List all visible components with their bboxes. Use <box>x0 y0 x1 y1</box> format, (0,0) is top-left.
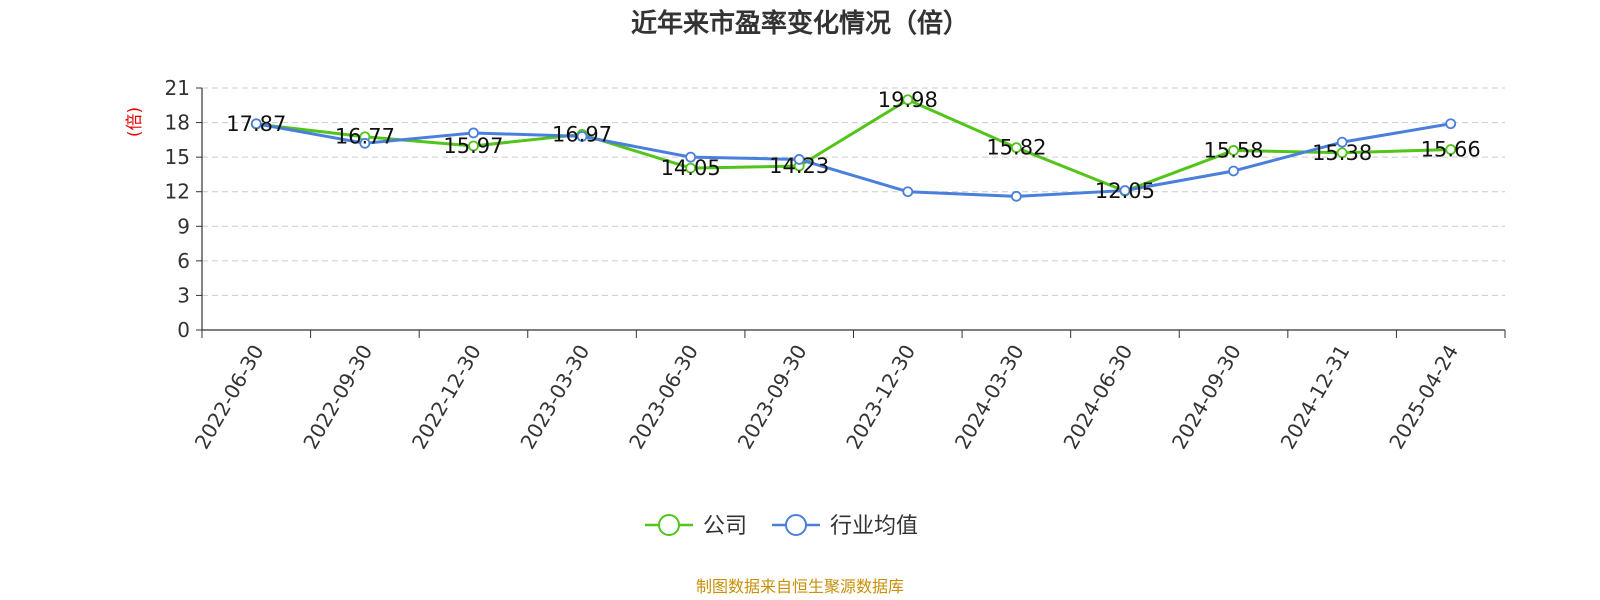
y-tick-label: 21 <box>165 76 190 100</box>
x-tick-label: 2022-09-30 <box>298 341 377 454</box>
x-tick-label: 2023-12-30 <box>841 341 920 454</box>
x-tick-label: 2025-04-24 <box>1384 341 1463 454</box>
data-label: 16.77 <box>335 125 395 149</box>
data-point <box>1228 165 1239 177</box>
source-note: 制图数据来自恒生聚源数据库 <box>696 577 904 596</box>
x-tick-label: 2024-03-30 <box>950 341 1029 454</box>
y-tick-label: 18 <box>165 111 190 135</box>
data-point <box>250 118 262 130</box>
data-point <box>468 127 479 139</box>
data-label: 15.38 <box>1312 141 1372 165</box>
y-tick-label: 12 <box>165 180 190 204</box>
data-label: 12.05 <box>1095 179 1155 203</box>
y-tick-label: 15 <box>165 145 190 169</box>
x-tick-label: 2022-12-30 <box>407 341 486 454</box>
legend-label: 公司 <box>703 514 747 539</box>
data-point <box>468 140 479 152</box>
chart-title: 近年来市盈率变化情况（倍） <box>631 8 969 39</box>
data-label: 17.87 <box>226 112 286 136</box>
data-point <box>1119 185 1131 196</box>
data-point <box>1010 142 1022 154</box>
data-label: 14.05 <box>661 156 721 180</box>
data-label: 15.58 <box>1203 138 1263 162</box>
data-point <box>902 94 914 106</box>
y-tick-label: 0 <box>177 318 190 342</box>
data-point <box>359 137 371 149</box>
data-label: 15.97 <box>443 134 503 158</box>
data-point <box>902 186 914 198</box>
y-tick-label: 6 <box>177 249 190 273</box>
x-tick-label: 2023-06-30 <box>624 341 703 454</box>
data-point <box>1228 145 1239 156</box>
data-point <box>1336 147 1348 159</box>
legend-marker <box>785 514 807 536</box>
data-label: 14.23 <box>769 154 829 178</box>
series-line-1 <box>256 122 1451 198</box>
y-axis-label: (倍) <box>125 107 145 137</box>
x-tick-label: 2023-09-30 <box>733 341 812 454</box>
data-point <box>685 151 697 163</box>
x-tick-label: 2023-03-30 <box>515 341 594 454</box>
x-tick-label: 2024-09-30 <box>1167 341 1246 454</box>
data-point <box>793 154 805 165</box>
data-point <box>1445 144 1457 155</box>
grid-lines <box>202 87 1505 296</box>
x-tick-label: 2024-06-30 <box>1058 341 1137 454</box>
series-line-0 <box>256 98 1451 193</box>
legend: 公司 行业均值 <box>645 514 918 539</box>
x-tick-label: 2024-12-31 <box>1276 341 1355 454</box>
legend-marker <box>658 514 680 536</box>
data-label: 16.97 <box>552 122 612 146</box>
data-point <box>1445 118 1457 130</box>
data-label: 19.98 <box>878 88 938 112</box>
series-lines <box>250 94 1457 202</box>
y-tick-label: 3 <box>177 283 190 307</box>
data-label: 15.82 <box>986 136 1046 160</box>
data-labels: 17.87 16.77 15.97 16.97 14.05 14.23 19.98 15.82… <box>226 88 1481 203</box>
data-point <box>1010 190 1022 202</box>
data-point <box>1336 136 1348 148</box>
data-point <box>576 130 588 142</box>
data-label: 15.66 <box>1421 138 1481 162</box>
x-tick-label: 2022-06-30 <box>190 341 269 454</box>
y-tick-label: 9 <box>177 214 190 238</box>
data-point <box>685 162 697 174</box>
legend-label: 行业均值 <box>830 514 918 539</box>
